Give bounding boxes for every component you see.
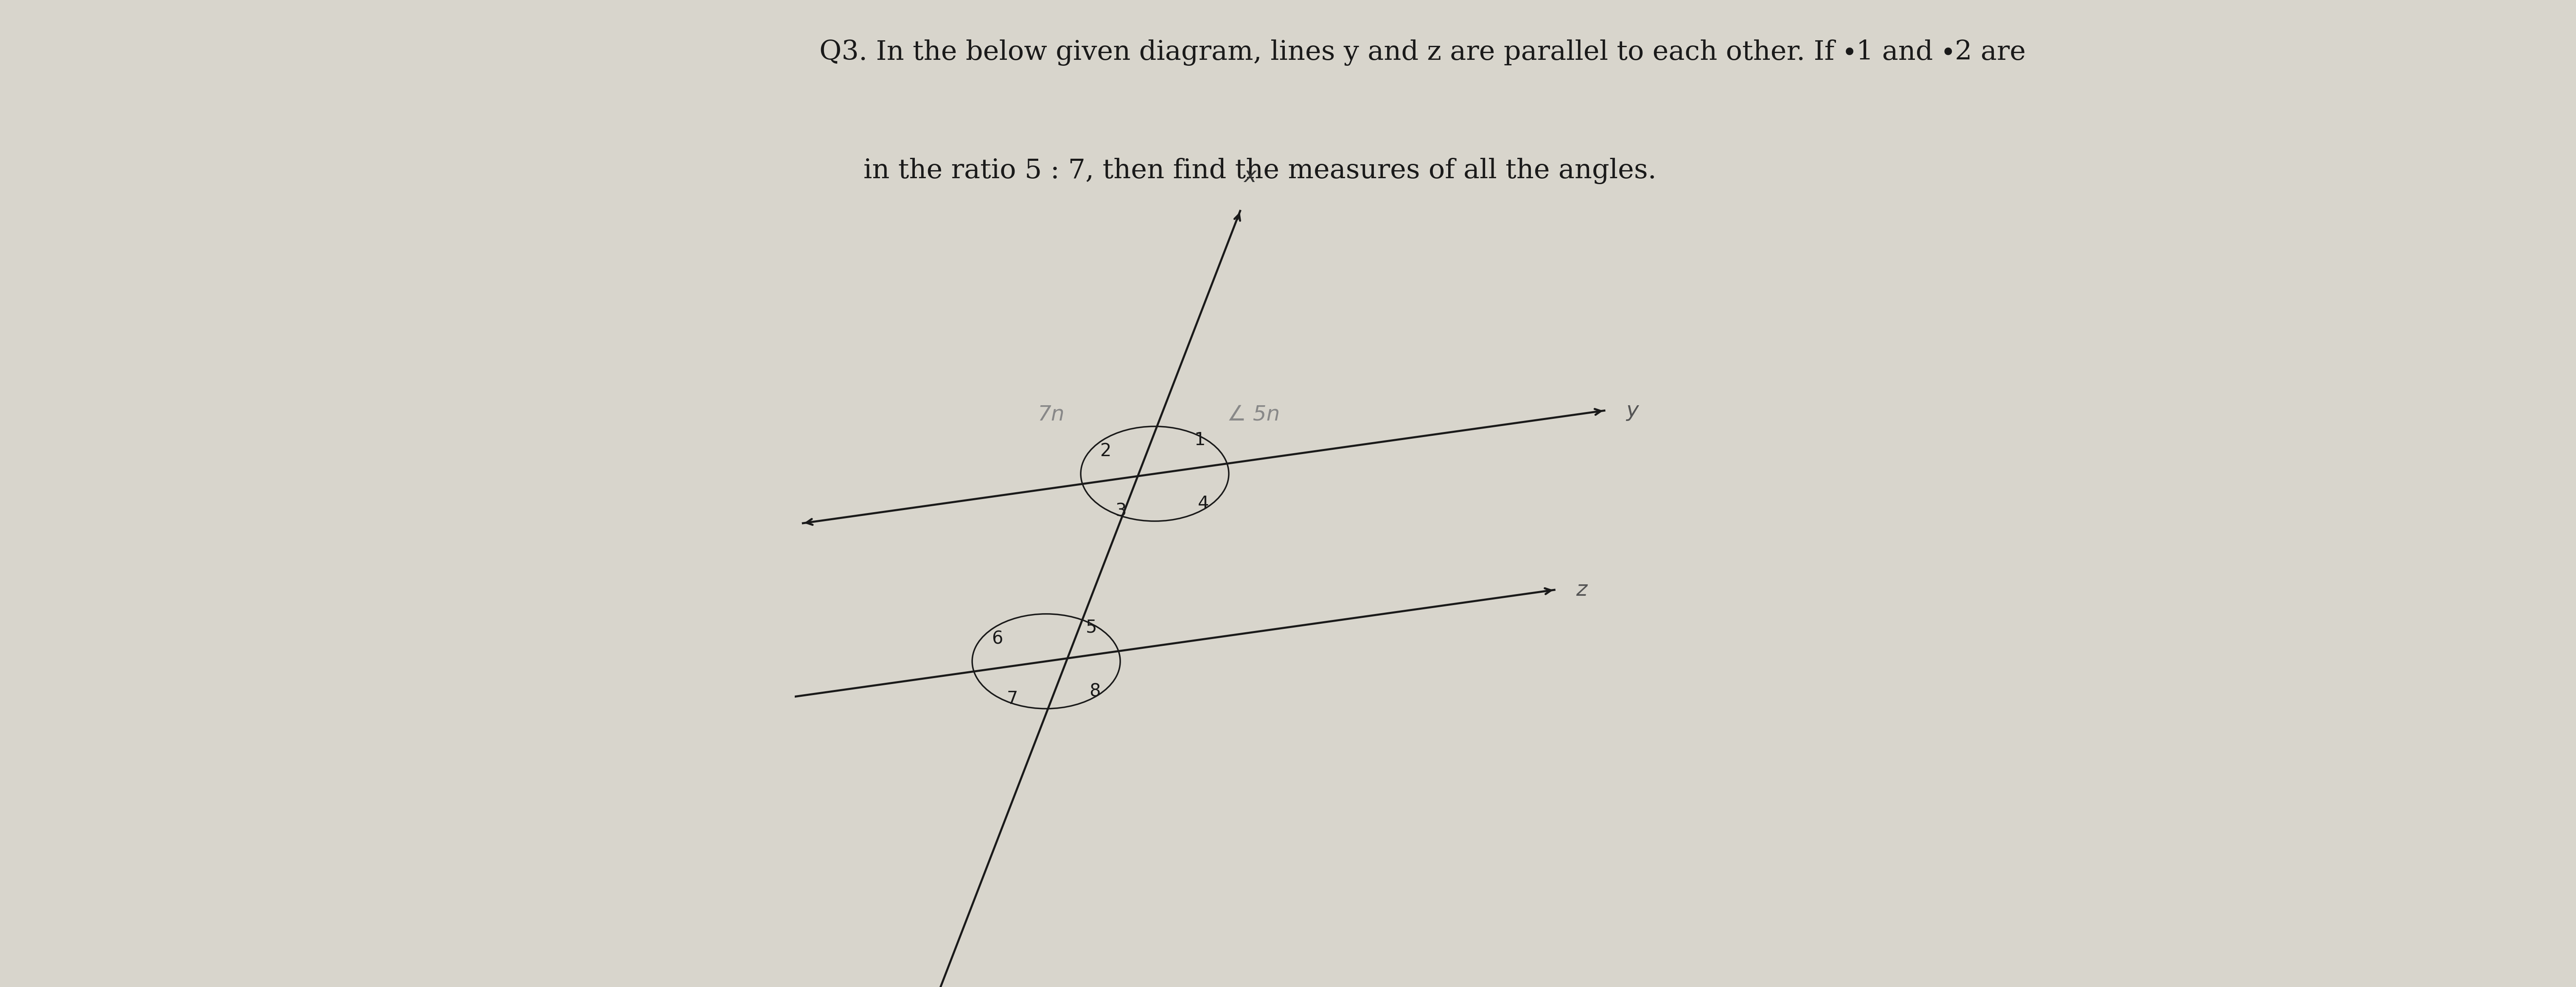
Text: 7n: 7n bbox=[1038, 405, 1064, 424]
Text: 6: 6 bbox=[992, 630, 1002, 647]
Text: Q3. In the below given diagram, lines y and z are parallel to each other. If ∙1 : Q3. In the below given diagram, lines y … bbox=[819, 39, 2025, 66]
Text: x: x bbox=[1244, 166, 1257, 187]
Text: 3: 3 bbox=[1115, 502, 1126, 520]
Text: ∠ 5n: ∠ 5n bbox=[1226, 405, 1280, 424]
Text: 5: 5 bbox=[1084, 619, 1097, 637]
Text: z: z bbox=[1577, 579, 1587, 600]
Text: 7: 7 bbox=[1007, 690, 1018, 708]
Text: y: y bbox=[1625, 401, 1638, 420]
Text: 8: 8 bbox=[1090, 682, 1100, 700]
Text: 4: 4 bbox=[1198, 494, 1208, 512]
Text: 2: 2 bbox=[1100, 442, 1113, 460]
Text: 1: 1 bbox=[1195, 431, 1206, 449]
Text: in the ratio 5 : 7, then find the measures of all the angles.: in the ratio 5 : 7, then find the measur… bbox=[863, 158, 1656, 185]
